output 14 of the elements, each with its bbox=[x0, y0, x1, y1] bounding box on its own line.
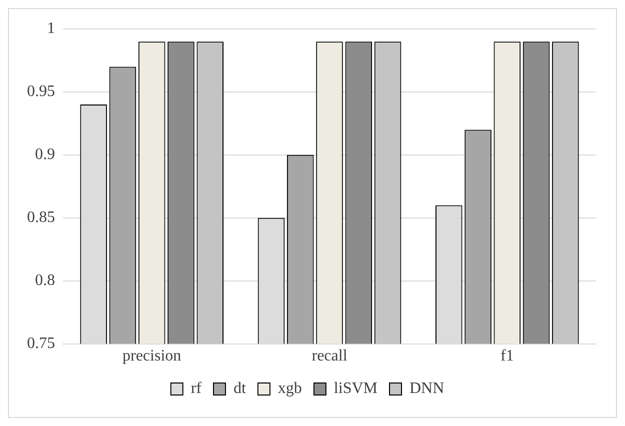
legend-label: liSVM bbox=[334, 380, 378, 398]
x-tick-label: f1 bbox=[500, 348, 514, 365]
y-tick-label: 0.85 bbox=[27, 209, 55, 226]
y-tick-label: 0.9 bbox=[35, 146, 55, 164]
legend-label: xgb bbox=[278, 380, 302, 398]
x-tick-label: precision bbox=[122, 348, 182, 365]
y-tick-label: 1 bbox=[47, 20, 55, 38]
y-tick-label: 0.8 bbox=[35, 272, 55, 290]
legend-label: DNN bbox=[410, 380, 445, 398]
legend-label: dt bbox=[233, 380, 246, 398]
legend-label: rf bbox=[190, 380, 202, 398]
y-tick-label: 0.95 bbox=[27, 83, 55, 100]
x-tick-label: recall bbox=[312, 348, 348, 365]
y-tick-label: 0.75 bbox=[27, 335, 55, 352]
